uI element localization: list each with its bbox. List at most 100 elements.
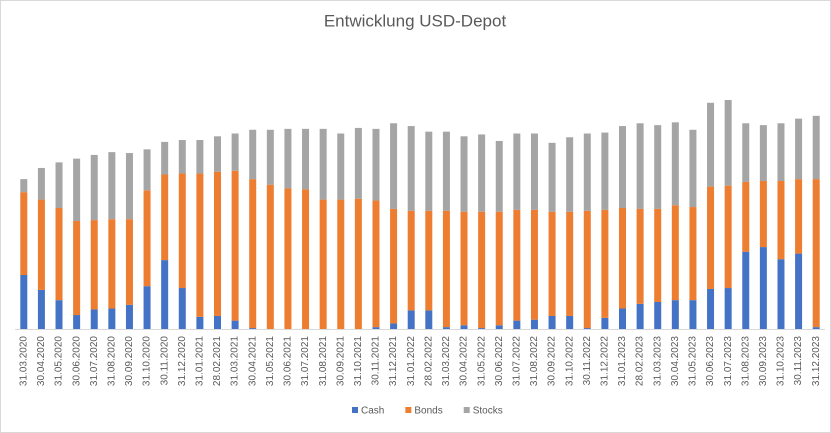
bar-segment (812, 179, 820, 328)
x-tick-label: 30.09.2023 (758, 336, 769, 386)
bar-segment (302, 128, 310, 190)
bar-segment (530, 209, 538, 320)
bar-segment (337, 199, 345, 329)
x-tick-label: 30.04.2021 (247, 336, 258, 386)
x-tick-label: 31.10.2023 (776, 336, 787, 386)
bar-segment (478, 211, 486, 329)
x-tick-label: 30.11.2020 (159, 336, 170, 386)
x-tick-label: 31.03.2021 (230, 336, 241, 386)
x-tick-label: 31.07.2022 (511, 336, 522, 386)
bar-segment (266, 184, 274, 329)
bar-segment (442, 327, 450, 329)
bar-segment (407, 210, 415, 311)
bar-segment (20, 179, 28, 193)
bar-segment (249, 179, 257, 329)
bar-segment (724, 100, 732, 186)
bar-segment (55, 162, 63, 208)
legend-label: Stocks (473, 406, 503, 417)
bar-segment (442, 131, 450, 211)
bar-segment (707, 102, 715, 187)
bar-segment (689, 207, 697, 301)
chart-title: Entwicklung USD-Depot (324, 11, 507, 30)
x-tick-label: 30.06.2023 (705, 336, 716, 386)
bar-segment (478, 328, 486, 329)
bar-segment (108, 219, 116, 309)
bar-segment (759, 247, 767, 329)
bar-segment (583, 210, 591, 329)
bar-segment (724, 185, 732, 289)
bar-segment (108, 308, 116, 329)
bar-segment (284, 128, 292, 189)
bar-segment (513, 320, 521, 329)
x-tick-label: 30.09.2021 (335, 336, 346, 386)
bar-segment (73, 221, 81, 316)
x-tick-label: 31.01.2023 (617, 336, 628, 386)
bar-segment (73, 158, 81, 222)
x-tick-label: 31.07.2023 (723, 336, 734, 386)
bar-segment (742, 123, 750, 182)
x-tick-label: 31.05.2020 (54, 336, 65, 386)
bar-segment (337, 133, 345, 200)
bar-segment (372, 200, 380, 328)
bar-segment (777, 180, 785, 260)
bar-segment (724, 288, 732, 329)
x-tick-label: 30.11.2022 (582, 336, 593, 386)
legend-swatch (463, 407, 470, 413)
bar-segment (812, 327, 820, 329)
bar-segment (161, 174, 169, 261)
bar-segment (196, 316, 204, 329)
x-tick-label: 31.08.2020 (106, 336, 117, 386)
bar-segment (125, 153, 133, 220)
bar-segment (530, 319, 538, 329)
bar-segment (143, 190, 151, 287)
bar-segment (125, 304, 133, 329)
bar-segment (654, 302, 662, 329)
bar-segment (442, 210, 450, 328)
x-tick-label: 31.10.2021 (353, 336, 364, 386)
x-tick-label: 30.06.2022 (494, 336, 505, 386)
bar-segment (55, 207, 63, 301)
x-tick-label: 31.12.2022 (600, 336, 611, 386)
bar-segment (548, 211, 556, 316)
bar-segment (319, 199, 327, 329)
bar-segment (795, 118, 803, 180)
x-tick-label: 31.03.2023 (652, 336, 663, 386)
bar-segment (178, 173, 186, 289)
x-tick-label: 31.12.2021 (388, 336, 399, 386)
x-tick-label: 28.02.2023 (635, 336, 646, 386)
bar-segment (513, 133, 521, 210)
bar-segment (671, 122, 679, 206)
bar-segment (460, 211, 468, 326)
bar-segment (196, 173, 204, 317)
bar-segment (636, 303, 644, 329)
bar-segment (601, 209, 609, 318)
x-tick-label: 31.07.2020 (89, 336, 100, 386)
x-tick-label: 31.10.2022 (564, 336, 575, 386)
bar-segment (407, 126, 415, 211)
bar-segment (742, 251, 750, 329)
x-tick-label: 31.01.2022 (406, 336, 417, 386)
x-tick-label: 28.02.2021 (212, 336, 223, 386)
bar-segment (20, 275, 28, 329)
bar-segment (37, 289, 45, 329)
x-tick-label: 28.02.2022 (423, 336, 434, 386)
bar-segment (178, 288, 186, 329)
x-tick-label: 30.11.2023 (793, 336, 804, 386)
bar-segment (37, 167, 45, 200)
bar-segment (390, 123, 398, 209)
x-tick-label: 31.05.2021 (265, 336, 276, 386)
bar-segment (372, 128, 380, 201)
bar-segment (777, 123, 785, 181)
bar-segment (707, 288, 715, 329)
bar-segment (143, 286, 151, 329)
bar-segment (812, 115, 820, 180)
bar-segment (266, 129, 274, 185)
bar-segment (742, 181, 750, 252)
x-tick-label: 31.03.2020 (18, 336, 29, 386)
x-tick-label: 31.05.2023 (688, 336, 699, 386)
bar-segment (601, 132, 609, 210)
x-tick-label: 31.10.2020 (142, 336, 153, 386)
legend-swatch (405, 407, 412, 413)
x-tick-label: 30.06.2020 (71, 336, 82, 386)
bar-segment (372, 327, 380, 329)
